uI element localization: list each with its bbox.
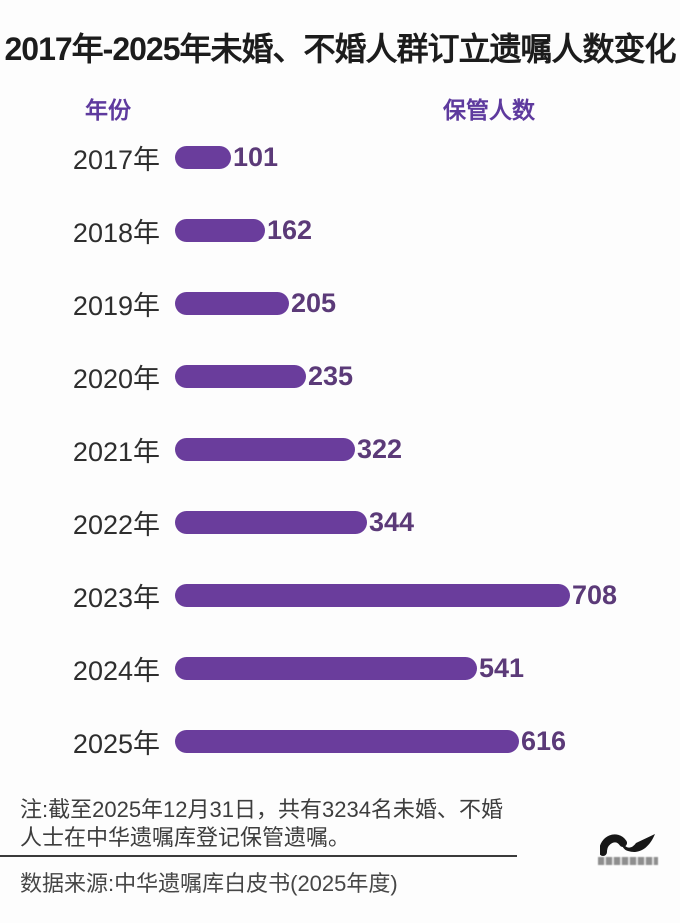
bar: [175, 365, 306, 388]
column-header-year: 年份: [85, 97, 131, 123]
bar: [175, 511, 367, 534]
year-label: 2017年: [72, 145, 160, 175]
publisher-logo: [598, 830, 660, 865]
value-label: 616: [521, 726, 567, 756]
value-label: 344: [369, 507, 415, 537]
data-source: 数据来源:中华遗嘱库白皮书(2025年度): [20, 871, 398, 896]
bar-row: 2025年 616: [0, 705, 680, 778]
year-label: 2025年: [72, 729, 160, 759]
year-label: 2019年: [72, 291, 160, 321]
value-label: 322: [357, 434, 403, 464]
footnote: 注:截至2025年12月31日，共有3234名未婚、不婚 人士在中华遗嘱库登记保…: [20, 796, 503, 852]
year-label: 2023年: [72, 583, 160, 613]
year-label: 2021年: [72, 437, 160, 467]
divider-line: [0, 855, 517, 857]
value-label: 235: [308, 361, 354, 391]
bar-chart: 2017年 101 2018年 162 2019年 205 2020年 235 2021年 322…: [0, 121, 680, 778]
bar: [175, 730, 519, 753]
value-label: 541: [479, 653, 525, 683]
bar-row: 2021年 322: [0, 413, 680, 486]
bar-row: 2017年 101: [0, 121, 680, 194]
bar-row: 2024年 541: [0, 632, 680, 705]
wave-logo-icon: [600, 834, 655, 856]
bar: [175, 584, 570, 607]
column-header-count: 保管人数: [443, 97, 535, 123]
bar: [175, 292, 289, 315]
bar: [175, 657, 477, 680]
year-label: 2020年: [72, 364, 160, 394]
footnote-line-1: 注:截至2025年12月31日，共有3234名未婚、不婚: [20, 797, 503, 822]
bar-row: 2022年 344: [0, 486, 680, 559]
value-label: 708: [572, 580, 618, 610]
year-label: 2022年: [72, 510, 160, 540]
value-label: 162: [267, 215, 313, 245]
value-label: 101: [233, 142, 279, 172]
year-label: 2024年: [72, 656, 160, 686]
bar-row: 2018年 162: [0, 194, 680, 267]
bar: [175, 146, 231, 169]
bar-row: 2023年 708: [0, 559, 680, 632]
logo-caption-illegible: [598, 857, 658, 865]
bar-row: 2020年 235: [0, 340, 680, 413]
chart-title: 2017年-2025年未婚、不婚人群订立遗嘱人数变化: [4, 31, 676, 67]
value-label: 205: [291, 288, 337, 318]
bar-row: 2019年 205: [0, 267, 680, 340]
bar: [175, 219, 265, 242]
footnote-line-2: 人士在中华遗嘱库登记保管遗嘱。: [20, 825, 351, 850]
year-label: 2018年: [72, 218, 160, 248]
bar: [175, 438, 355, 461]
